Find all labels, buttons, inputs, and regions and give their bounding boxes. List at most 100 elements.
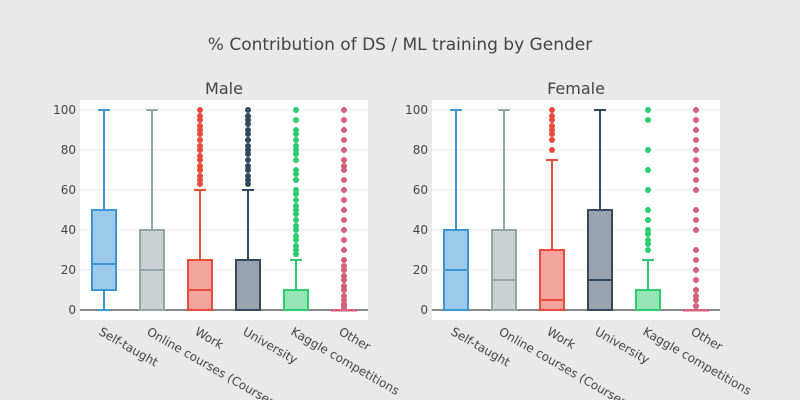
y-tick-label: 40: [61, 223, 76, 237]
outlier-point: [293, 127, 299, 133]
outlier-point: [693, 177, 699, 183]
outlier-point: [245, 157, 251, 163]
outlier-point: [693, 277, 699, 283]
outlier-point: [693, 117, 699, 123]
box-female-5: [683, 107, 709, 312]
box-male-3: [235, 107, 261, 311]
outlier-point: [293, 197, 299, 203]
box-female-2: [539, 107, 565, 311]
outlier-point: [549, 137, 555, 143]
y-tick-label: 60: [413, 183, 428, 197]
subplot-title-female: Female: [547, 79, 605, 98]
outlier-point: [341, 157, 347, 163]
box-female-4: [635, 107, 661, 311]
outlier-point: [293, 167, 299, 173]
outlier-point: [693, 147, 699, 153]
outlier-point: [645, 167, 651, 173]
outlier-point: [693, 293, 699, 299]
outlier-point: [693, 217, 699, 223]
subplot-title-male: Male: [205, 79, 243, 98]
outlier-point: [197, 137, 203, 143]
outlier-point: [693, 267, 699, 273]
outlier-point: [197, 123, 203, 129]
box-iqr: [635, 289, 661, 311]
outlier-point: [693, 287, 699, 293]
outlier-point: [245, 113, 251, 119]
outlier-point: [197, 107, 203, 113]
outlier-point: [645, 117, 651, 123]
outlier-point: [693, 257, 699, 263]
outlier-point: [645, 237, 651, 243]
outlier-point: [341, 197, 347, 203]
outlier-point: [341, 247, 347, 253]
box-iqr: [91, 209, 117, 291]
y-tick-label: 80: [61, 143, 76, 157]
outlier-point: [197, 143, 203, 149]
box-iqr: [235, 259, 261, 311]
outlier-point: [341, 293, 347, 299]
y-tick-label: 20: [413, 263, 428, 277]
outlier-point: [341, 257, 347, 263]
box-female-1: [491, 109, 517, 311]
box-iqr: [187, 259, 213, 311]
outlier-point: [693, 303, 699, 309]
outlier-point: [645, 147, 651, 153]
outlier-point: [293, 107, 299, 113]
outlier-point: [341, 283, 347, 289]
box-male-2: [187, 107, 213, 311]
outlier-point: [293, 233, 299, 239]
outlier-point: [693, 127, 699, 133]
outlier-point: [245, 173, 251, 179]
x-category-label: Other: [337, 324, 374, 353]
outlier-point: [341, 107, 347, 113]
box-female-3: [587, 109, 613, 311]
box-male-4: [283, 107, 309, 311]
outlier-point: [693, 247, 699, 253]
outlier-point: [693, 107, 699, 113]
y-tick-label: 80: [413, 143, 428, 157]
outlier-point: [693, 227, 699, 233]
plot-background: [432, 100, 720, 320]
x-category-label: Other: [689, 324, 726, 353]
outlier-point: [341, 127, 347, 133]
outlier-point: [197, 153, 203, 159]
outlier-point: [293, 177, 299, 183]
outlier-point: [197, 113, 203, 119]
outlier-point: [293, 243, 299, 249]
box-iqr: [587, 209, 613, 311]
outlier-point: [645, 227, 651, 233]
outlier-point: [341, 117, 347, 123]
y-tick-label: 0: [420, 303, 428, 317]
outlier-point: [341, 187, 347, 193]
outlier-point: [293, 137, 299, 143]
outlier-point: [341, 227, 347, 233]
y-tick-label: 40: [413, 223, 428, 237]
outlier-point: [693, 167, 699, 173]
y-tick-label: 100: [53, 103, 76, 117]
outlier-point: [645, 107, 651, 113]
outlier-point: [341, 237, 347, 243]
outlier-point: [197, 163, 203, 169]
outlier-point: [549, 107, 555, 113]
outlier-point: [293, 187, 299, 193]
box-iqr: [283, 289, 309, 311]
outlier-point: [341, 137, 347, 143]
outlier-point: [293, 203, 299, 209]
y-tick-label: 60: [61, 183, 76, 197]
outlier-point: [293, 157, 299, 163]
outlier-point: [341, 263, 347, 269]
outlier-point: [645, 217, 651, 223]
box-iqr: [491, 229, 517, 311]
outlier-point: [341, 147, 347, 153]
y-tick-label: 0: [68, 303, 76, 317]
plot-background: [80, 100, 368, 320]
outlier-point: [645, 207, 651, 213]
outlier-point: [341, 217, 347, 223]
outlier-point: [341, 163, 347, 169]
y-tick-label: 20: [61, 263, 76, 277]
outlier-point: [341, 177, 347, 183]
y-tick-label: 100: [405, 103, 428, 117]
